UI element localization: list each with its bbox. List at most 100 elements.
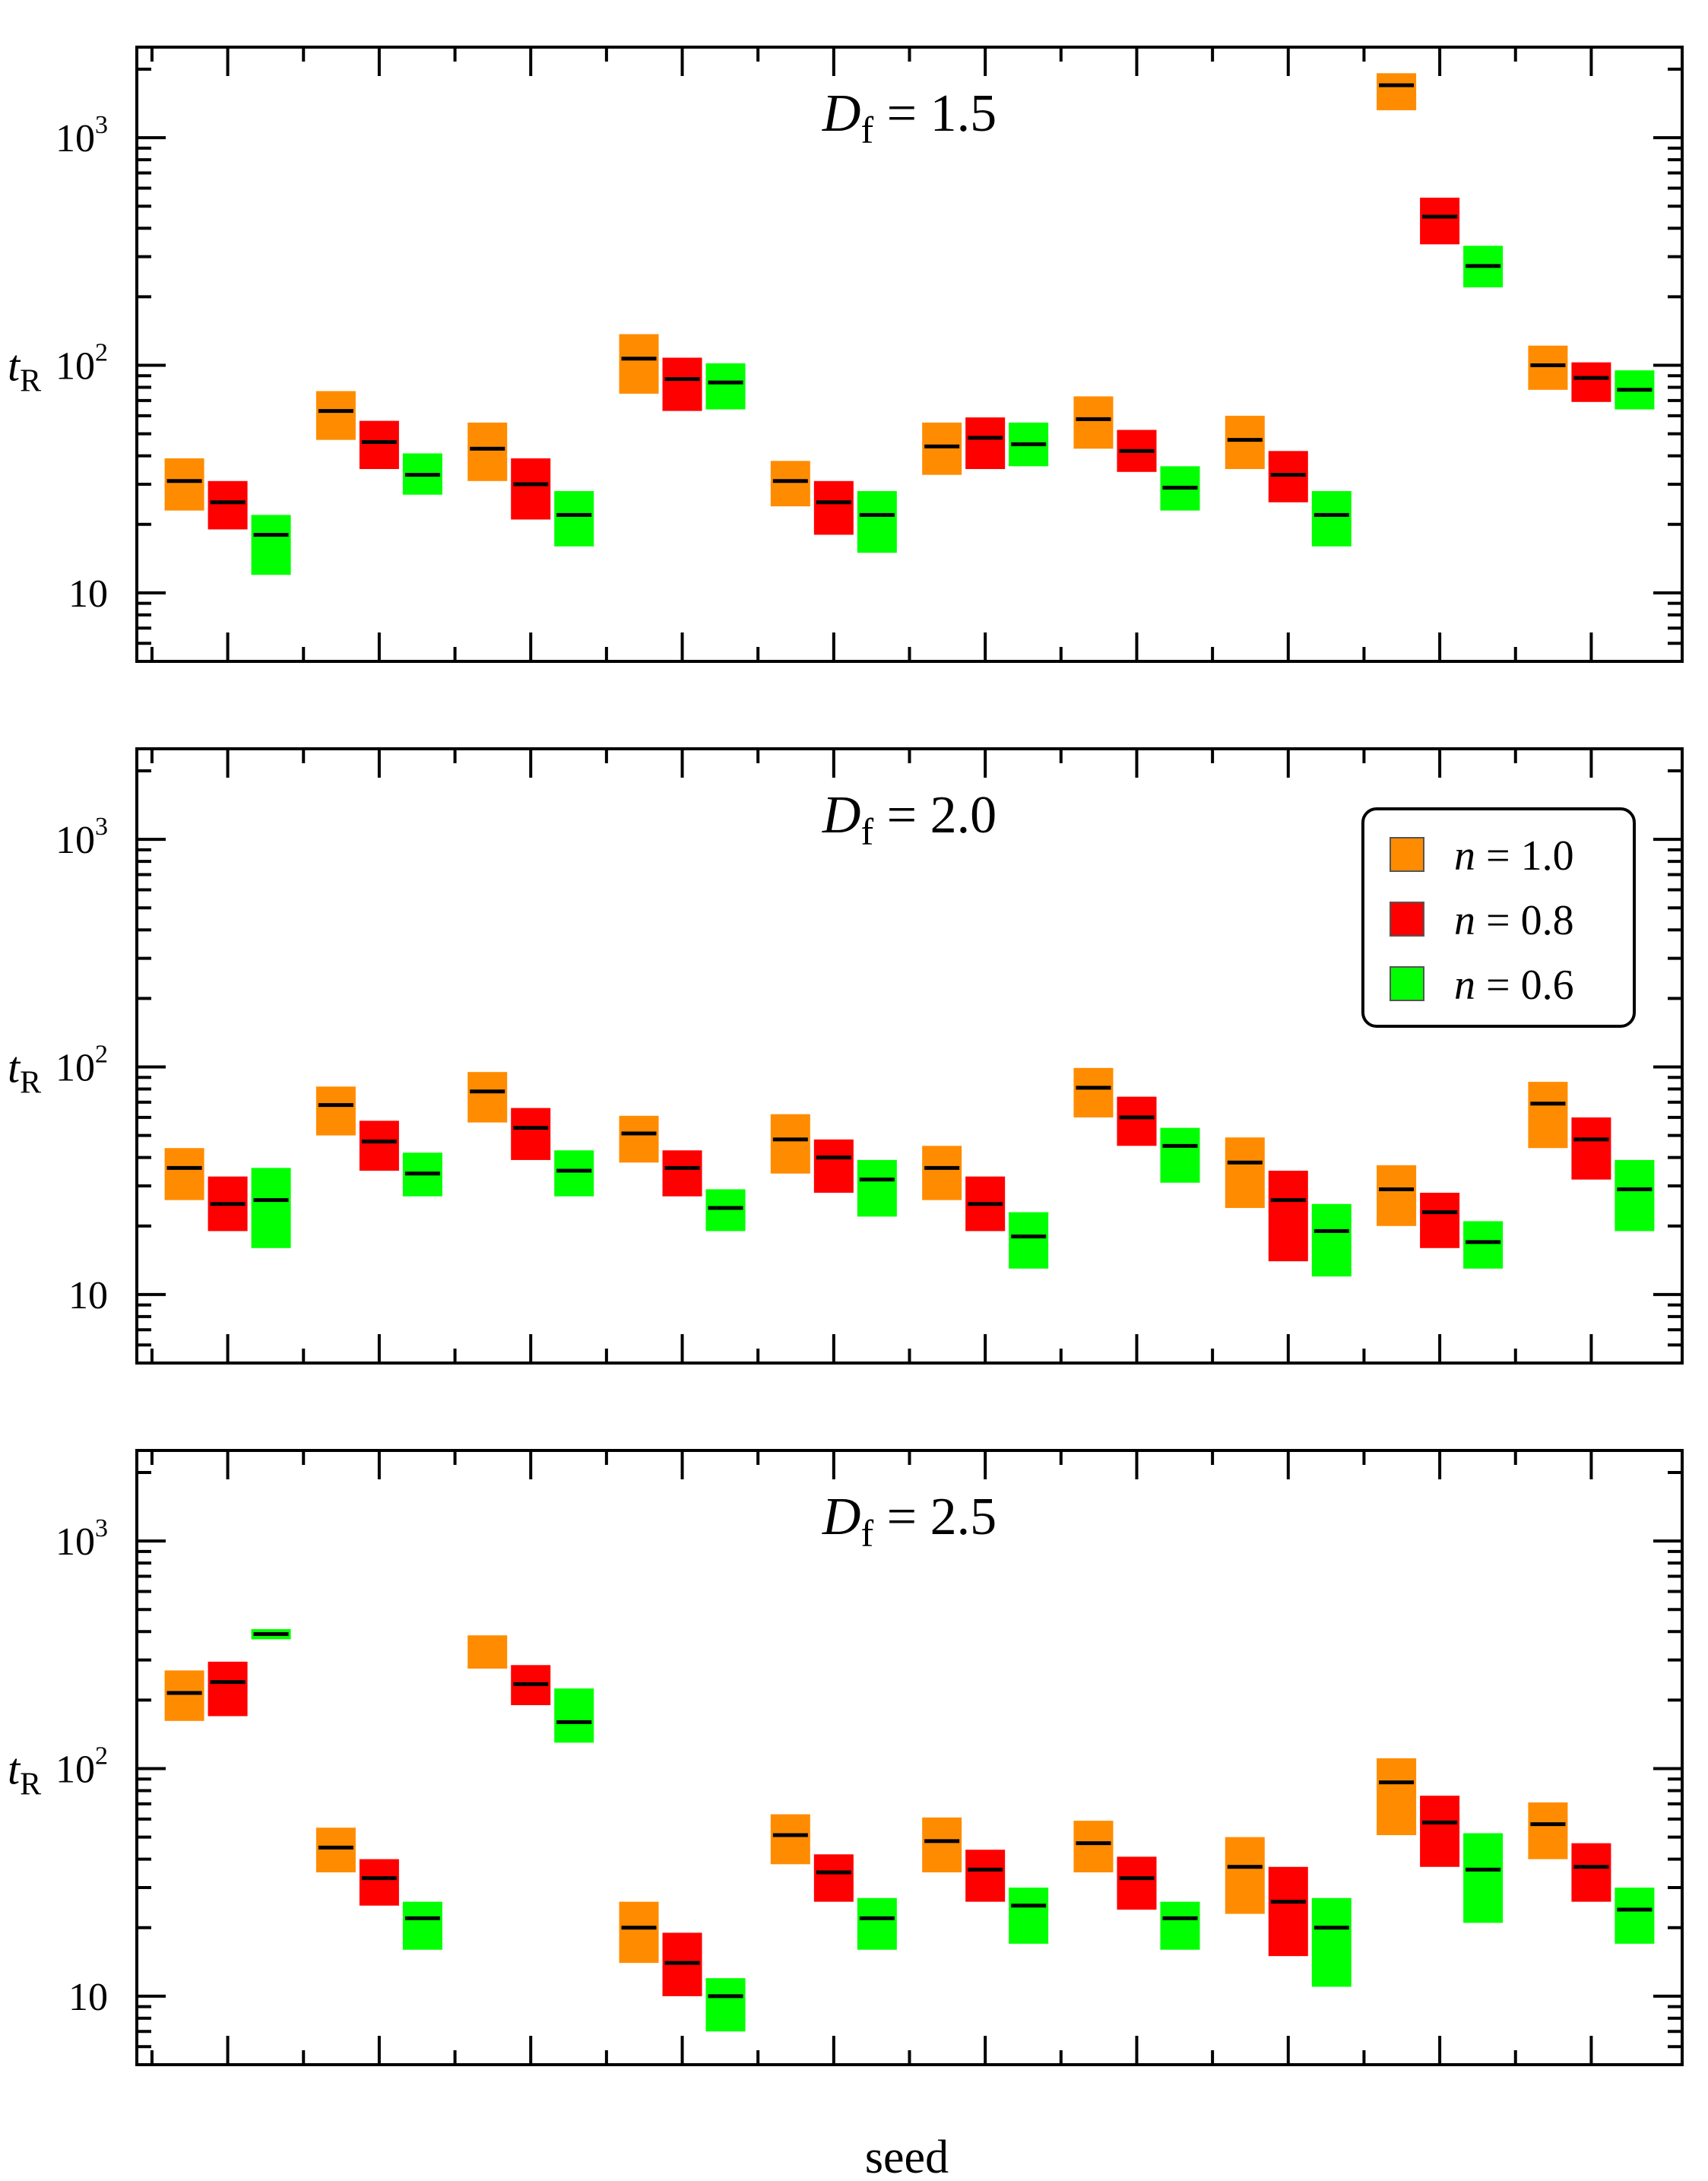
range-bar-seed-3-series-1 [467, 1072, 508, 1123]
range-bar-seed-10-series-2 [1571, 1117, 1611, 1180]
range-bar-seed-8-series-3 [1311, 491, 1352, 547]
range-bar-seed-5-series-3 [857, 491, 897, 553]
range-bar-seed-9-series-2 [1420, 198, 1460, 245]
range-bar-seed-5-series-2 [813, 480, 854, 535]
y-axis-label: tR [8, 341, 41, 399]
range-bar-seed-8-series-3 [1311, 1203, 1352, 1277]
range-bar-seed-9-series-2 [1420, 1193, 1460, 1248]
range-bar-seed-9-series-3 [1463, 1833, 1504, 1923]
range-bar-seed-5-series-1 [770, 1814, 810, 1865]
range-bar-seed-6-series-1 [922, 422, 962, 475]
range-bar-seed-4-series-2 [662, 357, 702, 411]
legend-swatch-1 [1390, 837, 1424, 872]
range-bar-seed-7-series-1 [1073, 1067, 1114, 1117]
range-bar-seed-8-series-1 [1225, 1137, 1265, 1209]
y-tick-label-10: 10 [68, 572, 108, 616]
panel-1: 10 102 103 tR Df = 1.5 [8, 46, 1684, 663]
panel-title: Df = 2.0 [822, 786, 997, 853]
y-tick-label-1000: 103 [55, 1514, 108, 1564]
range-bar-seed-6-series-2 [965, 417, 1006, 470]
range-bar-seed-5-series-2 [813, 1854, 854, 1902]
range-bar-seed-3-series-3 [554, 491, 594, 547]
range-bar-seed-5-series-1 [770, 461, 810, 507]
range-bar-seed-6-series-2 [965, 1850, 1006, 1902]
range-bar-seed-1-series-1 [164, 458, 204, 511]
legend-label-3: n = 0.6 [1454, 962, 1574, 1009]
panel-3: 10 102 103 tR Df = 2.5 [8, 1449, 1684, 2066]
y-tick-label-100: 102 [55, 1742, 108, 1792]
range-bar-seed-10-series-3 [1615, 1159, 1655, 1232]
range-bar-seed-7-series-1 [1073, 396, 1114, 449]
range-bar-seed-9-series-3 [1463, 1221, 1504, 1269]
range-bar-seed-10-series-1 [1528, 1802, 1568, 1859]
range-bar-seed-3-series-1 [467, 1635, 508, 1669]
range-bar-seed-9-series-1 [1377, 73, 1417, 111]
range-bar-seed-10-series-2 [1571, 362, 1611, 402]
range-bar-seed-1-series-1 [164, 1148, 204, 1200]
range-bar-seed-7-series-3 [1160, 1127, 1200, 1183]
range-bar-seed-4-series-1 [619, 1115, 659, 1163]
range-bar-seed-10-series-3 [1615, 1888, 1655, 1944]
panel-title: Df = 1.5 [822, 84, 997, 151]
legend-label-2: n = 0.8 [1454, 897, 1574, 944]
panel-title: Df = 2.5 [822, 1488, 997, 1555]
range-bar-seed-4-series-1 [619, 1901, 659, 1964]
legend-swatch-2 [1390, 902, 1424, 937]
chart-panels: 10 102 103 tR Df = 1.5 10 102 103 tR Df = 2.0 n = … [8, 46, 1684, 2066]
range-bar-seed-2-series-2 [359, 420, 399, 470]
range-bar-seed-2-series-1 [315, 391, 356, 440]
range-bar-seed-10-series-1 [1528, 1082, 1568, 1149]
panel-2: 10 102 103 tR Df = 2.0 n = 1.0 n = 0.8 n = 0.6 [8, 747, 1684, 1365]
range-bar-seed-5-series-3 [857, 1897, 897, 1950]
range-bar-seed-5-series-2 [813, 1139, 854, 1194]
range-bar-seed-2-series-2 [359, 1859, 399, 1906]
range-bar-seed-6-series-1 [922, 1146, 962, 1200]
range-bar-seed-10-series-1 [1528, 345, 1568, 390]
range-bar-seed-6-series-1 [922, 1817, 962, 1872]
range-bar-seed-4-series-3 [705, 1189, 746, 1232]
range-bar-seed-3-series-2 [511, 458, 551, 520]
y-tick-label-10: 10 [68, 1274, 108, 1317]
range-bar-seed-8-series-3 [1311, 1897, 1352, 1987]
range-bar-seed-2-series-3 [402, 1901, 442, 1950]
range-bar-seed-8-series-2 [1268, 1866, 1308, 1957]
y-axis-label: tR [8, 1745, 41, 1802]
range-bar-seed-4-series-3 [705, 1978, 746, 2032]
legend-swatch-3 [1390, 966, 1424, 1001]
y-tick-label-1000: 103 [55, 111, 108, 160]
range-bar-seed-1-series-3 [251, 1168, 291, 1248]
range-bar-seed-9-series-1 [1377, 1165, 1417, 1226]
range-bar-seed-6-series-3 [1009, 1212, 1049, 1269]
range-bar-seed-3-series-3 [554, 1688, 594, 1743]
range-bar-seed-4-series-2 [662, 1150, 702, 1197]
range-bar-seed-7-series-1 [1073, 1821, 1114, 1872]
range-bar-seed-9-series-1 [1377, 1758, 1417, 1836]
range-bar-seed-4-series-1 [619, 334, 659, 394]
range-bar-seed-5-series-1 [770, 1114, 810, 1174]
range-bar-seed-8-series-1 [1225, 1837, 1265, 1914]
range-bar-seed-1-series-3 [251, 515, 291, 575]
range-bar-seed-1-series-1 [164, 1670, 204, 1721]
range-bar-seed-9-series-2 [1420, 1796, 1460, 1867]
range-bar-seed-3-series-3 [554, 1150, 594, 1197]
range-bar-seed-8-series-2 [1268, 1171, 1308, 1262]
range-bar-seed-10-series-2 [1571, 1843, 1611, 1902]
range-bar-seed-2-series-1 [315, 1828, 356, 1872]
range-bar-seed-1-series-2 [208, 480, 248, 530]
range-bar-seed-6-series-3 [1009, 1888, 1049, 1944]
range-bar-seed-1-series-2 [208, 1661, 248, 1717]
range-bar-seed-8-series-1 [1225, 415, 1265, 470]
range-bar-seed-4-series-3 [705, 363, 746, 410]
legend-box [1361, 807, 1636, 1028]
y-tick-label-10: 10 [68, 1976, 108, 2019]
y-tick-label-100: 102 [55, 339, 108, 388]
range-bar-seed-7-series-3 [1160, 1901, 1200, 1950]
range-bar-seed-3-series-1 [467, 422, 508, 481]
range-bar-seed-2-series-2 [359, 1121, 399, 1171]
y-tick-label-1000: 103 [55, 813, 108, 862]
legend-label-1: n = 1.0 [1454, 832, 1574, 880]
legend: n = 1.0 n = 0.8 n = 0.6 [1361, 807, 1636, 1028]
y-tick-label-100: 102 [55, 1041, 108, 1090]
range-bar-seed-7-series-2 [1117, 1856, 1157, 1910]
